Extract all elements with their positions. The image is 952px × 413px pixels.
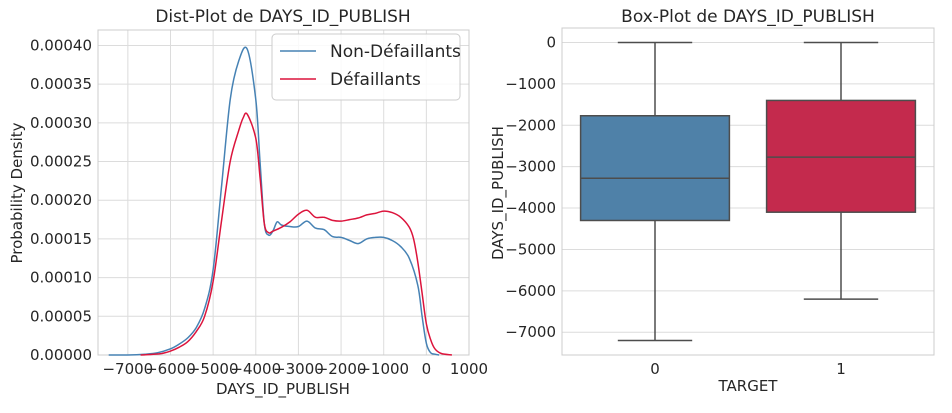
dist-x-tick-label: 1000 <box>450 360 488 378</box>
dist-plot-y-label: Probability Density <box>8 122 26 263</box>
dist-y-tick-label: 0.00015 <box>30 230 92 248</box>
dist-x-tick-label: 0 <box>422 360 432 378</box>
box-plot-y-label: DAYS_ID_PUBLISH <box>489 126 508 260</box>
box-plot-x-label: TARGET <box>718 377 779 395</box>
iqr-box <box>579 115 731 222</box>
dist-plot-title: Dist-Plot de DAYS_ID_PUBLISH <box>155 7 410 27</box>
box-y-tick-label: −2000 <box>505 116 556 134</box>
dist-plot-y-ticks: 0.00000 0.00005 0.00010 0.00015 0.00020 0.000… <box>30 36 92 364</box>
box-y-tick-label: 0 <box>546 33 556 51</box>
dist-y-tick-label: 0.00010 <box>30 269 92 287</box>
box-plot-y-ticks: 0 −1000 −2000 −3000 −4000 −5000 −6000 −7000 <box>505 33 556 341</box>
box-y-tick-label: −6000 <box>505 282 556 300</box>
dist-plot-panel: 0.00000 0.00005 0.00010 0.00015 0.00020 0.000… <box>8 7 488 399</box>
box-x-tick-label: 0 <box>650 360 660 378</box>
iqr-box <box>765 99 917 213</box>
box-y-tick-label: −7000 <box>505 323 556 341</box>
box-y-tick-label: −3000 <box>505 158 556 176</box>
dist-x-tick-label: −2000 <box>316 360 367 378</box>
dist-y-tick-label: 0.00025 <box>30 153 92 171</box>
dist-plot-x-ticks: −7000−6000−5000−4000−3000−2000−1000 0 1000 <box>102 360 488 378</box>
dist-plot-x-label: DAYS_ID_PUBLISH <box>216 380 350 399</box>
box-y-tick-label: −5000 <box>505 240 556 258</box>
legend-label-non-defaillants: Non-Défaillants <box>330 42 461 62</box>
dist-plot-legend: Non-Défaillants Défaillants <box>271 33 461 101</box>
box-target-0 <box>579 41 731 342</box>
dist-x-tick-label: −1000 <box>358 360 409 378</box>
box-y-tick-label: −4000 <box>505 199 556 217</box>
box-x-tick-label: 1 <box>836 360 846 378</box>
dist-y-tick-label: 0.00030 <box>30 114 92 132</box>
dist-plot-series <box>108 46 453 356</box>
legend-label-defaillants: Défaillants <box>330 70 421 90</box>
dist-y-tick-label: 0.00035 <box>30 75 92 93</box>
dist-y-tick-label: 0.00000 <box>30 346 92 364</box>
dist-y-tick-label: 0.00005 <box>30 307 92 325</box>
box-target-1 <box>765 41 917 300</box>
dist-x-tick-label: −6000 <box>145 360 196 378</box>
box-plot-boxes <box>579 41 917 342</box>
dist-x-tick-label: −4000 <box>230 360 281 378</box>
legend-box <box>271 33 461 101</box>
box-plot-frame <box>561 27 935 356</box>
dist-x-tick-label: −7000 <box>102 360 153 378</box>
dist-y-tick-label: 0.00020 <box>30 191 92 209</box>
dist-plot-frame <box>97 29 470 356</box>
box-y-tick-label: −1000 <box>505 75 556 93</box>
dist-x-tick-label: −5000 <box>188 360 239 378</box>
box-plot-title: Box-Plot de DAYS_ID_PUBLISH <box>621 7 875 27</box>
density-line-defaillants <box>140 112 453 356</box>
dist-x-tick-label: −3000 <box>273 360 324 378</box>
dist-y-tick-label: 0.00040 <box>30 36 92 54</box>
